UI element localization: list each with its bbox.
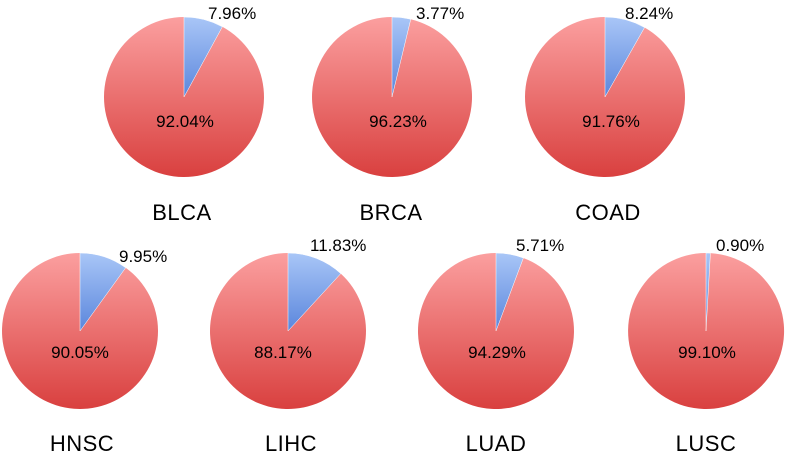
pie-hnsc-minor-slice xyxy=(79,252,126,332)
pie-lusc-major-label: 99.10% xyxy=(678,343,736,362)
pie-luad-major-label: 94.29% xyxy=(468,343,526,362)
pie-hnsc-minor-label: 9.95% xyxy=(119,247,167,266)
pie-blca-minor-slice xyxy=(183,16,223,98)
pie-blca-minor-label: 7.96% xyxy=(208,4,256,23)
pie-brca-category-label: BRCA xyxy=(359,200,422,225)
pie-luad-minor-label: 5.71% xyxy=(516,236,564,255)
pie-blca: 7.96% 92.04% BLCA xyxy=(103,4,264,225)
pie-hnsc-category-label: HNSC xyxy=(50,431,114,455)
pie-coad-minor-slice xyxy=(604,16,645,98)
pie-lusc: 0.90% 99.10% LUSC xyxy=(628,236,785,455)
pie-hnsc-major-label: 90.05% xyxy=(51,343,109,362)
pie-coad: 8.24% 91.76% COAD xyxy=(525,4,686,225)
pie-hnsc: 9.95% 90.05% HNSC xyxy=(2,247,167,455)
pie-luad-category-label: LUAD xyxy=(466,431,527,455)
pie-lusc-minor-label: 0.90% xyxy=(716,236,764,255)
pie-lihc-minor-label: 11.83% xyxy=(310,236,366,255)
pie-lihc: 11.83% 88.17% LIHC xyxy=(209,236,366,455)
pie-blca-major-label: 92.04% xyxy=(156,112,214,131)
pie-brca-major-label: 96.23% xyxy=(369,112,427,131)
pie-coad-minor-label: 8.24% xyxy=(625,4,673,23)
pie-coad-category-label: COAD xyxy=(575,200,641,225)
pie-coad-major-label: 91.76% xyxy=(582,112,640,131)
pie-luad-minor-slice xyxy=(495,252,524,332)
pie-brca-minor-slice xyxy=(391,16,412,98)
pie-lihc-category-label: LIHC xyxy=(265,431,317,455)
pie-lusc-category-label: LUSC xyxy=(676,431,737,455)
pie-brca-minor-label: 3.77% xyxy=(416,4,464,23)
pie-lihc-major-label: 88.17% xyxy=(254,343,312,362)
pie-lihc-minor-slice xyxy=(287,252,342,332)
pie-lusc-minor-slice xyxy=(705,252,711,332)
pie-blca-category-label: BLCA xyxy=(152,200,211,225)
pie-brca: 3.77% 96.23% BRCA xyxy=(312,4,473,225)
pie-luad: 5.71% 94.29% LUAD xyxy=(417,236,574,455)
